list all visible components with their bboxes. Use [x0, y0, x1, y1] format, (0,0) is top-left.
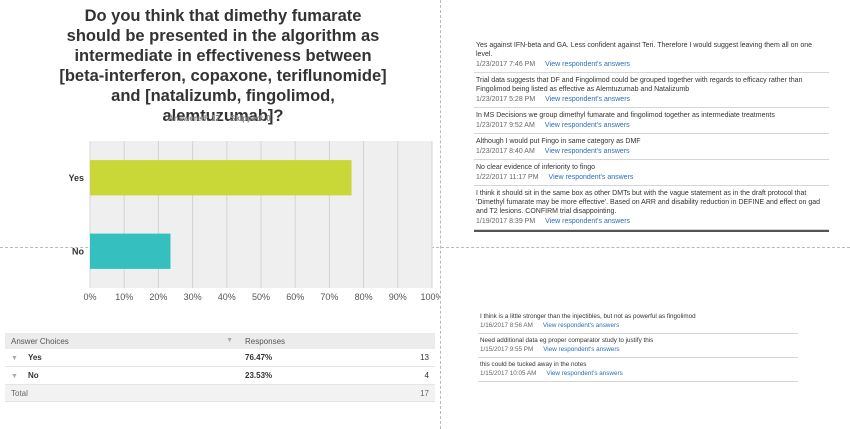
comment-date: 1/16/2017 8:56 AM [480, 322, 533, 329]
comment-meta: 1/23/2017 7:46 PM View respondent's answe… [476, 60, 827, 69]
view-respondent-answers-link[interactable]: View respondent's answers [545, 218, 631, 225]
total-count: 17 [411, 384, 435, 402]
x-tick-label: 100% [420, 292, 440, 302]
comment-date: 1/23/2017 7:46 PM [476, 61, 536, 68]
answered-count: Answered: 17 [168, 114, 221, 123]
x-tick-label: 50% [252, 292, 270, 302]
x-tick-label: 0% [83, 292, 96, 302]
comment-entry: I think it should sit in the same box as… [474, 186, 829, 230]
answer-choices-header[interactable]: Answer Choices ▼ [5, 333, 239, 349]
sort-chevron-icon[interactable]: ▼ [226, 336, 233, 344]
table-row: ▼ Yes 76.47% 13 [5, 349, 435, 367]
category-label: Yes [68, 173, 84, 183]
comment-entry: Need additional data eg proper comparato… [478, 334, 798, 358]
view-respondent-answers-link[interactable]: View respondent's answers [543, 346, 620, 353]
tick-labels: 0% 10% 20% 30% 40% 50% 60% 70% 80% 90% 100% [83, 292, 440, 302]
category-labels: Yes No [68, 173, 84, 257]
comment-meta: 1/23/2017 8:40 AM View respondent's answe… [476, 147, 827, 156]
view-respondent-answers-link[interactable]: View respondent's answers [545, 61, 631, 68]
response-percent: 76.47% [245, 353, 273, 362]
comment-date: 1/15/2017 10:05 AM [480, 370, 537, 377]
choice-label: Yes [27, 353, 42, 362]
bar-yes[interactable] [90, 160, 352, 196]
comment-entry: No clear evidence of inferiority to fing… [474, 160, 829, 186]
comments-panel-top: Yes against IFN-beta and GA. Less confid… [474, 38, 829, 232]
comment-entry: I think is a little stronger than the in… [478, 310, 798, 334]
category-label: No [72, 246, 84, 256]
comment-meta: 1/23/2017 5:28 PM View respondent's answe… [476, 95, 827, 104]
comment-meta: 1/19/2017 8:39 PM View respondent's answe… [476, 217, 827, 226]
comment-entry: Although I would put Fingo in same categ… [474, 134, 829, 160]
view-respondent-answers-link[interactable]: View respondent's answers [548, 174, 634, 181]
x-tick-label: 30% [184, 292, 202, 302]
comment-meta: 1/16/2017 8:56 AM View respondent's answe… [480, 322, 796, 330]
responses-header[interactable]: Responses [239, 333, 435, 349]
view-respondent-answers-link[interactable]: View respondent's answers [544, 148, 630, 155]
vertical-divider [440, 0, 441, 429]
comment-text: Yes against IFN-beta and GA. Less confid… [476, 42, 813, 58]
comment-text: this could be tucked away in the notes [480, 361, 587, 368]
comment-date: 1/15/2017 9:55 PM [480, 346, 534, 353]
skipped-count: Skipped: 0 [230, 114, 271, 123]
expand-caret-icon[interactable]: ▼ [11, 373, 18, 380]
comment-entry: In MS Decisions we group dimethyl fumara… [474, 108, 829, 134]
table-row: ▼ No 23.53% 4 [5, 366, 435, 385]
x-tick-label: 60% [286, 292, 304, 302]
response-percent: 23.53% [245, 371, 273, 380]
comments-panel-bottom: I think is a little stronger than the in… [478, 310, 798, 382]
x-tick-label: 10% [115, 292, 133, 302]
comment-entry: Yes against IFN-beta and GA. Less confid… [474, 38, 829, 73]
x-tick-label: 20% [149, 292, 167, 302]
comment-meta: 1/22/2017 11:17 PM View respondent's answ… [476, 173, 827, 182]
x-tick-label: 40% [218, 292, 236, 302]
answer-table: Answer Choices ▼ Responses ▼ Yes 76.47% 13… [5, 333, 435, 402]
view-respondent-answers-link[interactable]: View respondent's answers [542, 322, 620, 329]
comment-meta: 1/23/2017 9:52 AM View respondent's answe… [476, 121, 827, 130]
comment-text: I think is a little stronger than the in… [480, 313, 696, 320]
response-count: 4 [411, 366, 435, 385]
comment-date: 1/23/2017 5:28 PM [476, 96, 536, 103]
expand-caret-icon[interactable]: ▼ [11, 355, 18, 362]
comment-text: Trial data suggests that DF and Fingolim… [476, 77, 803, 93]
total-row: Total 17 [5, 384, 435, 402]
comment-text: Need additional data eg proper comparato… [480, 337, 654, 344]
comment-meta: 1/15/2017 9:55 PM View respondent's answe… [480, 346, 796, 354]
bar-no[interactable] [90, 233, 171, 269]
comment-text: I think it should sit in the same box as… [476, 190, 821, 215]
comment-meta: 1/15/2017 10:05 AM View respondent's answ… [480, 370, 796, 378]
comment-text: Although I would put Fingo in same categ… [476, 138, 641, 145]
comment-date: 1/22/2017 11:17 PM [476, 174, 539, 181]
comment-date: 1/23/2017 8:40 AM [476, 148, 535, 155]
comment-text: No clear evidence of inferiority to fing… [476, 164, 596, 171]
comment-entry: this could be tucked away in the notes 1/… [478, 358, 798, 382]
x-tick-label: 70% [320, 292, 338, 302]
comment-text: In MS Decisions we group dimethyl fumara… [476, 112, 775, 119]
response-count: 13 [411, 349, 435, 367]
x-tick-label: 80% [355, 292, 373, 302]
view-respondent-answers-link[interactable]: View respondent's answers [544, 122, 630, 129]
bar-chart: Yes No 0% 10% 20% 30% 40% 50% 60% 70% 80% 90% 100% [68, 141, 440, 302]
comment-date: 1/19/2017 8:39 PM [476, 218, 536, 225]
question-title: Do you think that dimethy fumarate shoul… [59, 7, 387, 125]
total-label: Total [5, 384, 411, 402]
bars [90, 160, 352, 269]
view-respondent-answers-link[interactable]: View respondent's answers [545, 96, 631, 103]
comment-date: 1/23/2017 9:52 AM [476, 122, 535, 129]
comment-entry: Trial data suggests that DF and Fingolim… [474, 73, 829, 108]
x-tick-label: 90% [389, 292, 407, 302]
view-respondent-answers-link[interactable]: View respondent's answers [546, 370, 623, 377]
response-summary: Answered: 17 Skipped: 0 [168, 114, 279, 123]
choice-label: No [27, 371, 39, 380]
